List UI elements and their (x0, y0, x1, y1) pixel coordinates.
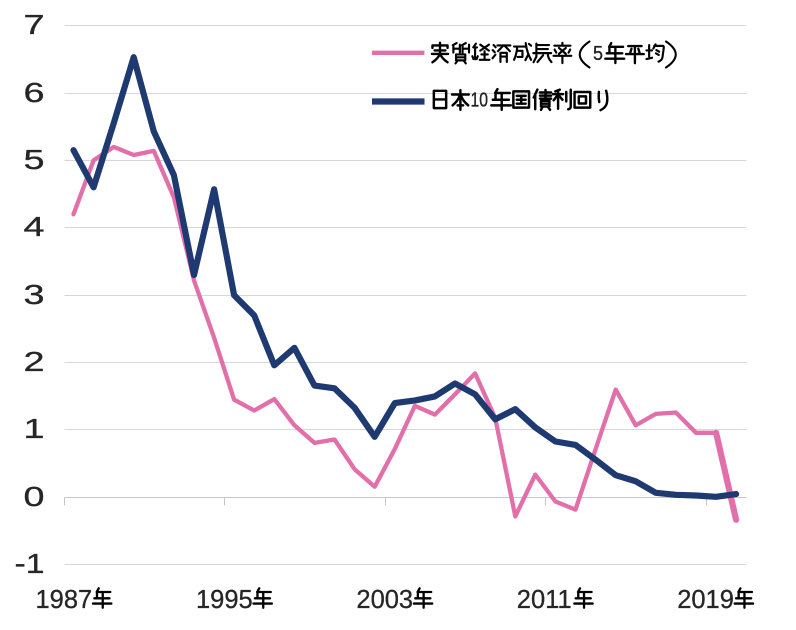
svg-text:5: 5 (24, 144, 45, 175)
svg-text:1995: 1995 (196, 586, 253, 614)
svg-text:10: 10 (471, 89, 489, 112)
svg-text:3: 3 (24, 279, 45, 310)
svg-text:4: 4 (24, 211, 45, 242)
svg-text:6: 6 (24, 77, 45, 108)
svg-text:0: 0 (24, 481, 45, 512)
svg-text:1: 1 (24, 413, 45, 444)
svg-text:2011: 2011 (517, 586, 572, 614)
svg-text:1987: 1987 (36, 586, 93, 614)
svg-text:2019: 2019 (677, 586, 734, 614)
svg-text:-1: -1 (15, 548, 45, 579)
svg-text:5: 5 (593, 42, 603, 65)
svg-text:7: 7 (24, 9, 45, 40)
svg-text:2: 2 (24, 346, 45, 377)
svg-text:2003: 2003 (356, 586, 413, 614)
